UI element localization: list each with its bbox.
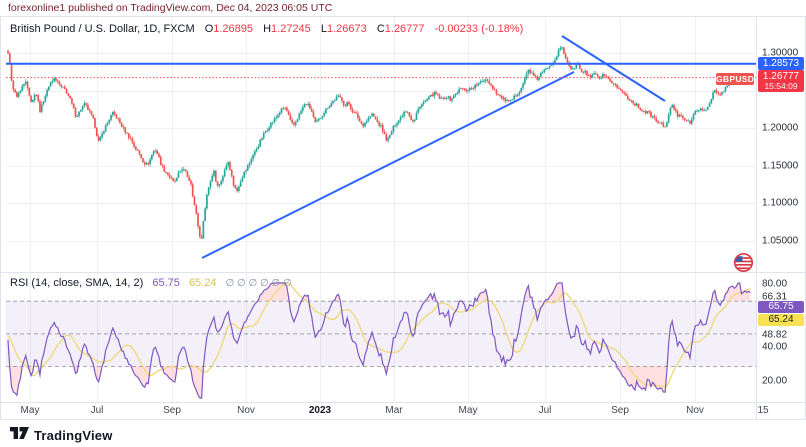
low-value: 1.26673 — [326, 23, 367, 35]
time-axis-label: Jul — [538, 405, 552, 416]
time-axis-label: May — [458, 405, 478, 416]
hline-price-badge: 1.28573 — [758, 57, 804, 70]
time-axis-label: Mar — [385, 405, 403, 416]
axis-label: 1.10000 — [762, 197, 799, 209]
high-value: 1.27245 — [271, 23, 311, 35]
symbol-price-label: GBPUSD — [716, 73, 755, 85]
low-label: L — [320, 23, 327, 35]
axis-label: 80.00 — [762, 278, 788, 290]
axis-label: 1.20000 — [762, 122, 799, 134]
time-axis-label: May — [20, 405, 40, 416]
axis-label: 1.05000 — [762, 235, 799, 246]
rsi-value-badge: 65.75 — [758, 301, 804, 313]
high-label: H — [263, 23, 272, 35]
close-label: C — [376, 23, 385, 35]
rsi-ma-value: 65.24 — [188, 277, 217, 289]
rsi-value: 65.75 — [152, 277, 180, 289]
attribution-text: forexonline1 published on TradingView.co… — [8, 2, 333, 14]
time-axis-label: Nov — [237, 405, 255, 416]
bar-countdown: 15:54:09 — [764, 81, 798, 91]
time-axis-label: Sep — [611, 405, 629, 416]
axis-label: 48.82 — [762, 329, 788, 340]
axis-label: 66.31 — [762, 291, 788, 302]
rsi-ma-badge: 65.24 — [758, 313, 804, 326]
time-axis-label: Sep — [163, 405, 181, 416]
symbol-title: British Pound / U.S. Dollar, 1D, FXCM — [10, 23, 195, 35]
last-price: 1.26777 — [762, 71, 800, 82]
rsi-indicator-header[interactable]: RSI (14, close, SMA, 14, 2) 65.75 65.24 … — [10, 277, 292, 289]
symbol-info-row[interactable]: British Pound / U.S. Dollar, 1D, FXCM O1… — [10, 23, 523, 35]
tradingview-logo-icon — [10, 426, 29, 445]
close-value: 1.26777 — [384, 23, 425, 35]
time-axis-label: 15 — [757, 405, 769, 416]
time-axis-label: Jul — [90, 405, 104, 416]
open-value: 1.26895 — [213, 23, 254, 35]
rsi-title: RSI (14, close, SMA, 14, 2) — [10, 277, 144, 289]
axis-label: 1.30000 — [762, 47, 799, 59]
axis-label: 40.00 — [762, 341, 788, 353]
rsi-empty-markers: ∅ ∅ ∅ ∅ ∅ ∅ — [225, 278, 292, 289]
time-axis-label: 2023 — [308, 405, 332, 416]
time-axis-label: Nov — [686, 405, 704, 416]
open-label: O — [204, 23, 214, 35]
axis-label: 1.15000 — [762, 160, 799, 171]
tradingview-brand-text: TradingView — [34, 428, 113, 443]
axis-label: 20.00 — [762, 375, 788, 387]
change-value: -0.00233 (-0.18%) — [434, 23, 524, 35]
tradingview-footer[interactable]: TradingView — [10, 426, 113, 445]
last-price-badge: 1.26777 15:54:09 — [758, 70, 804, 92]
fxcm-exchange-icon — [733, 252, 754, 273]
